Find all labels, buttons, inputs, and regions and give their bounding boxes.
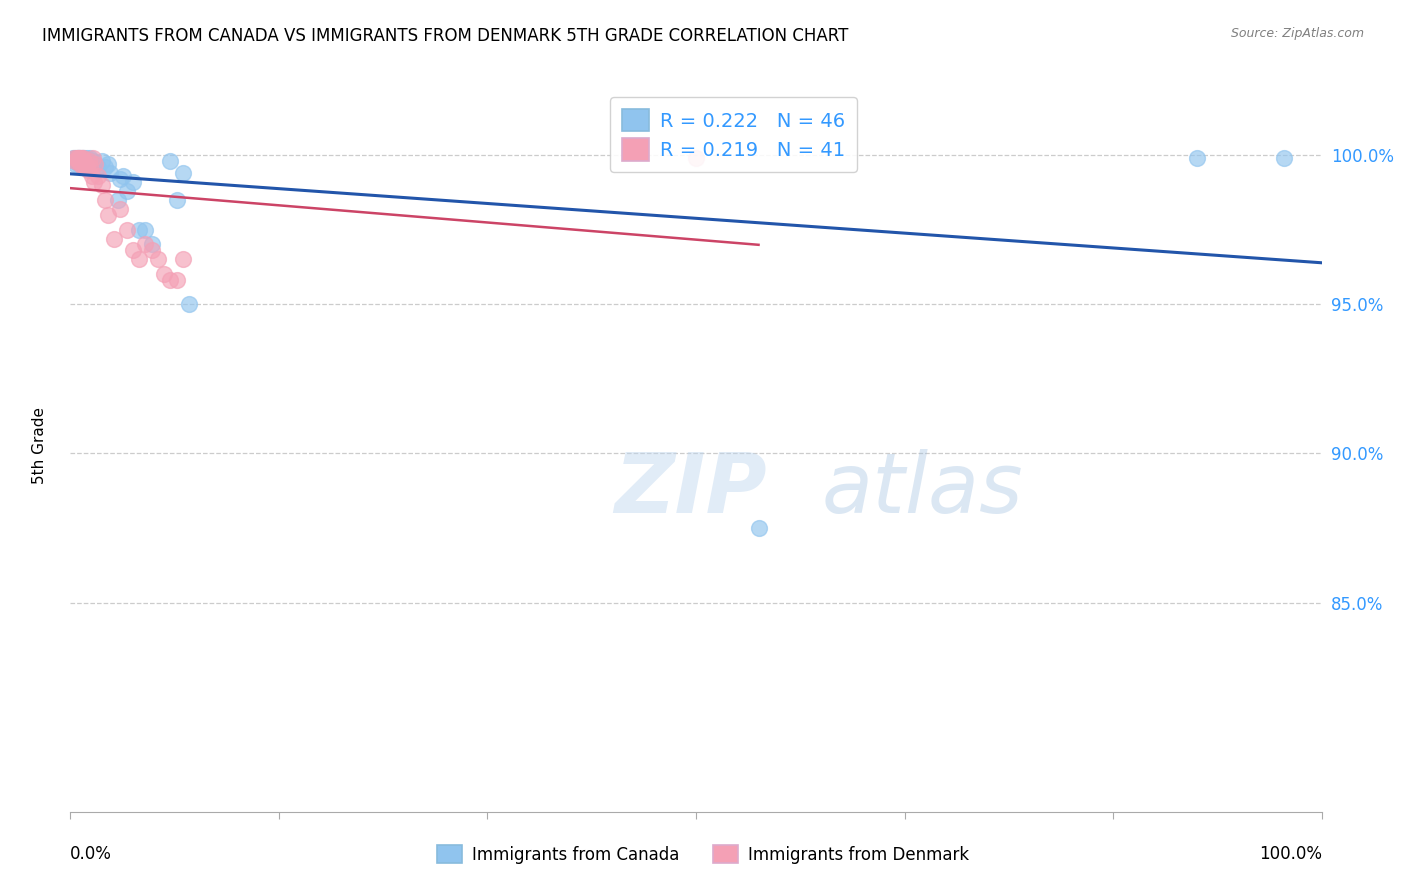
Point	[90, 153, 112, 168]
Point	[72, 160, 94, 174]
Point	[73, 153, 96, 168]
Point	[69, 157, 91, 171]
Point	[72, 153, 94, 168]
Point	[72, 157, 94, 171]
Point	[82, 153, 104, 168]
Point	[97, 208, 120, 222]
Point	[166, 273, 188, 287]
Point	[134, 222, 156, 236]
Point	[166, 193, 188, 207]
Point	[65, 153, 87, 168]
Text: atlas: atlas	[821, 450, 1022, 531]
Point	[1272, 151, 1295, 165]
Point	[65, 153, 87, 168]
Point	[66, 153, 89, 168]
Point	[80, 169, 103, 183]
Point	[153, 268, 176, 282]
Text: 0.0%: 0.0%	[70, 845, 112, 863]
Text: 100.0%: 100.0%	[1258, 845, 1322, 863]
Point	[172, 166, 194, 180]
Point	[79, 151, 101, 165]
Point	[70, 151, 93, 165]
Point	[69, 153, 91, 168]
Legend: Immigrants from Canada, Immigrants from Denmark: Immigrants from Canada, Immigrants from …	[430, 838, 976, 871]
Point	[67, 151, 90, 165]
Point	[110, 171, 132, 186]
Point	[69, 151, 91, 165]
Point	[107, 193, 129, 207]
Point	[84, 157, 107, 171]
Point	[70, 157, 93, 171]
Point	[76, 162, 98, 177]
Text: Source: ZipAtlas.com: Source: ZipAtlas.com	[1230, 27, 1364, 40]
Point	[76, 151, 98, 165]
Point	[66, 151, 89, 165]
Point	[83, 175, 105, 189]
Point	[82, 151, 104, 165]
Point	[128, 222, 150, 236]
Point	[179, 297, 201, 311]
Point	[67, 153, 90, 168]
Point	[98, 166, 121, 180]
Point	[70, 151, 93, 165]
Point	[76, 153, 98, 168]
Point	[65, 151, 87, 165]
Point	[121, 244, 145, 258]
Point	[76, 160, 98, 174]
Text: 5th Grade: 5th Grade	[31, 408, 46, 484]
Point	[110, 202, 132, 216]
Point	[69, 151, 91, 165]
Point	[67, 151, 90, 165]
Point	[73, 157, 96, 171]
Point	[72, 151, 94, 165]
Point	[141, 244, 163, 258]
Point	[1185, 151, 1208, 165]
Point	[159, 153, 181, 168]
Point	[75, 157, 97, 171]
Point	[90, 178, 112, 192]
Point	[65, 151, 87, 165]
Point	[685, 151, 707, 165]
Point	[66, 151, 89, 165]
Point	[115, 222, 138, 236]
Point	[65, 151, 87, 165]
Point	[79, 160, 101, 174]
Point	[94, 160, 117, 174]
Point	[146, 252, 169, 267]
Point	[77, 153, 100, 168]
Point	[121, 175, 145, 189]
Point	[70, 153, 93, 168]
Point	[159, 273, 181, 287]
Point	[115, 184, 138, 198]
Point	[111, 169, 134, 183]
Point	[67, 153, 90, 168]
Point	[87, 160, 110, 174]
Point	[748, 521, 770, 535]
Point	[97, 157, 120, 171]
Point	[65, 157, 87, 171]
Point	[87, 169, 110, 183]
Point	[84, 157, 107, 171]
Point	[63, 151, 86, 165]
Text: ZIP: ZIP	[614, 450, 768, 531]
Legend: R = 0.222   N = 46, R = 0.219   N = 41: R = 0.222 N = 46, R = 0.219 N = 41	[610, 97, 858, 172]
Point	[77, 157, 100, 171]
Point	[75, 153, 97, 168]
Point	[66, 153, 89, 168]
Point	[72, 151, 94, 165]
Point	[67, 157, 90, 171]
Point	[128, 252, 150, 267]
Point	[141, 237, 163, 252]
Point	[134, 237, 156, 252]
Text: IMMIGRANTS FROM CANADA VS IMMIGRANTS FROM DENMARK 5TH GRADE CORRELATION CHART: IMMIGRANTS FROM CANADA VS IMMIGRANTS FRO…	[42, 27, 849, 45]
Point	[62, 151, 84, 165]
Point	[63, 153, 86, 168]
Point	[172, 252, 194, 267]
Point	[103, 231, 125, 245]
Point	[73, 151, 96, 165]
Point	[94, 193, 117, 207]
